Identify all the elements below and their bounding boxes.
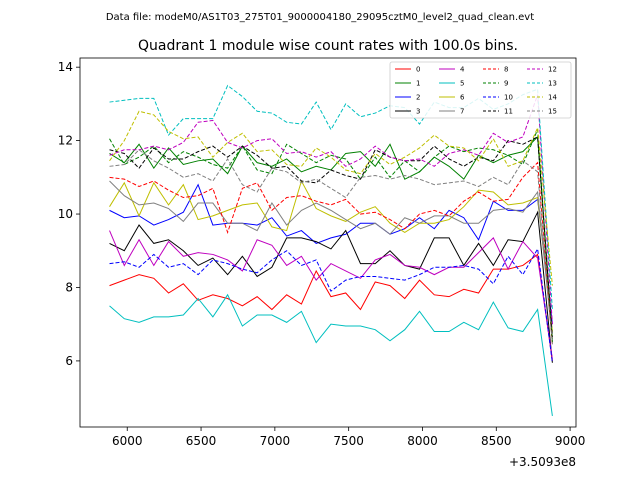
series-line-7: [109, 180, 553, 341]
x-tick-label: 8500: [481, 434, 512, 448]
series-line-5: [109, 293, 553, 417]
y-axis: 6 8 10 12 14: [58, 60, 80, 368]
series-line-9: [109, 129, 553, 343]
y-tick-label: 10: [58, 207, 73, 221]
legend-label-11: 11: [504, 108, 513, 116]
legend-label-8: 8: [504, 66, 508, 74]
series-line-10: [109, 247, 553, 363]
legend-label-4: 4: [460, 66, 465, 74]
legend-label-1: 1: [416, 80, 420, 88]
legend-label-13: 13: [548, 80, 557, 88]
series-line-8: [109, 161, 553, 345]
legend-label-9: 9: [504, 80, 508, 88]
y-tick-label: 6: [65, 354, 73, 368]
series-line-2: [109, 183, 553, 325]
series-line-6: [109, 179, 553, 332]
x-tick-label: 8000: [407, 434, 438, 448]
x-offset-label: +3.5093e8: [509, 455, 576, 469]
legend-label-10: 10: [504, 94, 513, 102]
legend-label-0: 0: [416, 66, 420, 74]
legend-label-15: 15: [548, 108, 557, 116]
y-tick-label: 14: [58, 60, 73, 74]
legend-label-14: 14: [548, 94, 557, 102]
series-layer: [109, 84, 553, 417]
legend-label-2: 2: [416, 94, 420, 102]
x-tick-label: 7500: [333, 434, 364, 448]
series-line-3: [109, 210, 553, 363]
chart-title: Quadrant 1 module wise count rates with …: [138, 38, 518, 54]
x-axis: 6000 6500 7000 7500 8000 8500 9000: [112, 427, 585, 448]
series-line-14: [109, 110, 553, 286]
x-tick-label: 7000: [260, 434, 291, 448]
series-line-12: [109, 94, 553, 325]
legend-label-7: 7: [460, 108, 464, 116]
x-tick-label: 6000: [112, 434, 143, 448]
data-file-suptitle: Data file: modeM0/AS1T03_275T01_90000041…: [106, 12, 534, 23]
legend-label-5: 5: [460, 80, 464, 88]
y-tick-label: 12: [58, 134, 73, 148]
y-tick-label: 8: [65, 280, 73, 294]
series-line-4: [109, 230, 553, 360]
legend-label-12: 12: [548, 66, 557, 74]
series-line-15: [109, 149, 553, 345]
x-tick-label: 6500: [186, 434, 217, 448]
plot-frame: [79, 57, 577, 428]
legend-label-3: 3: [416, 108, 420, 116]
series-line-11: [109, 136, 553, 338]
series-line-0: [109, 253, 553, 361]
legend-box: [389, 61, 572, 119]
legend-label-6: 6: [460, 94, 465, 102]
x-tick-label: 9000: [555, 434, 586, 448]
